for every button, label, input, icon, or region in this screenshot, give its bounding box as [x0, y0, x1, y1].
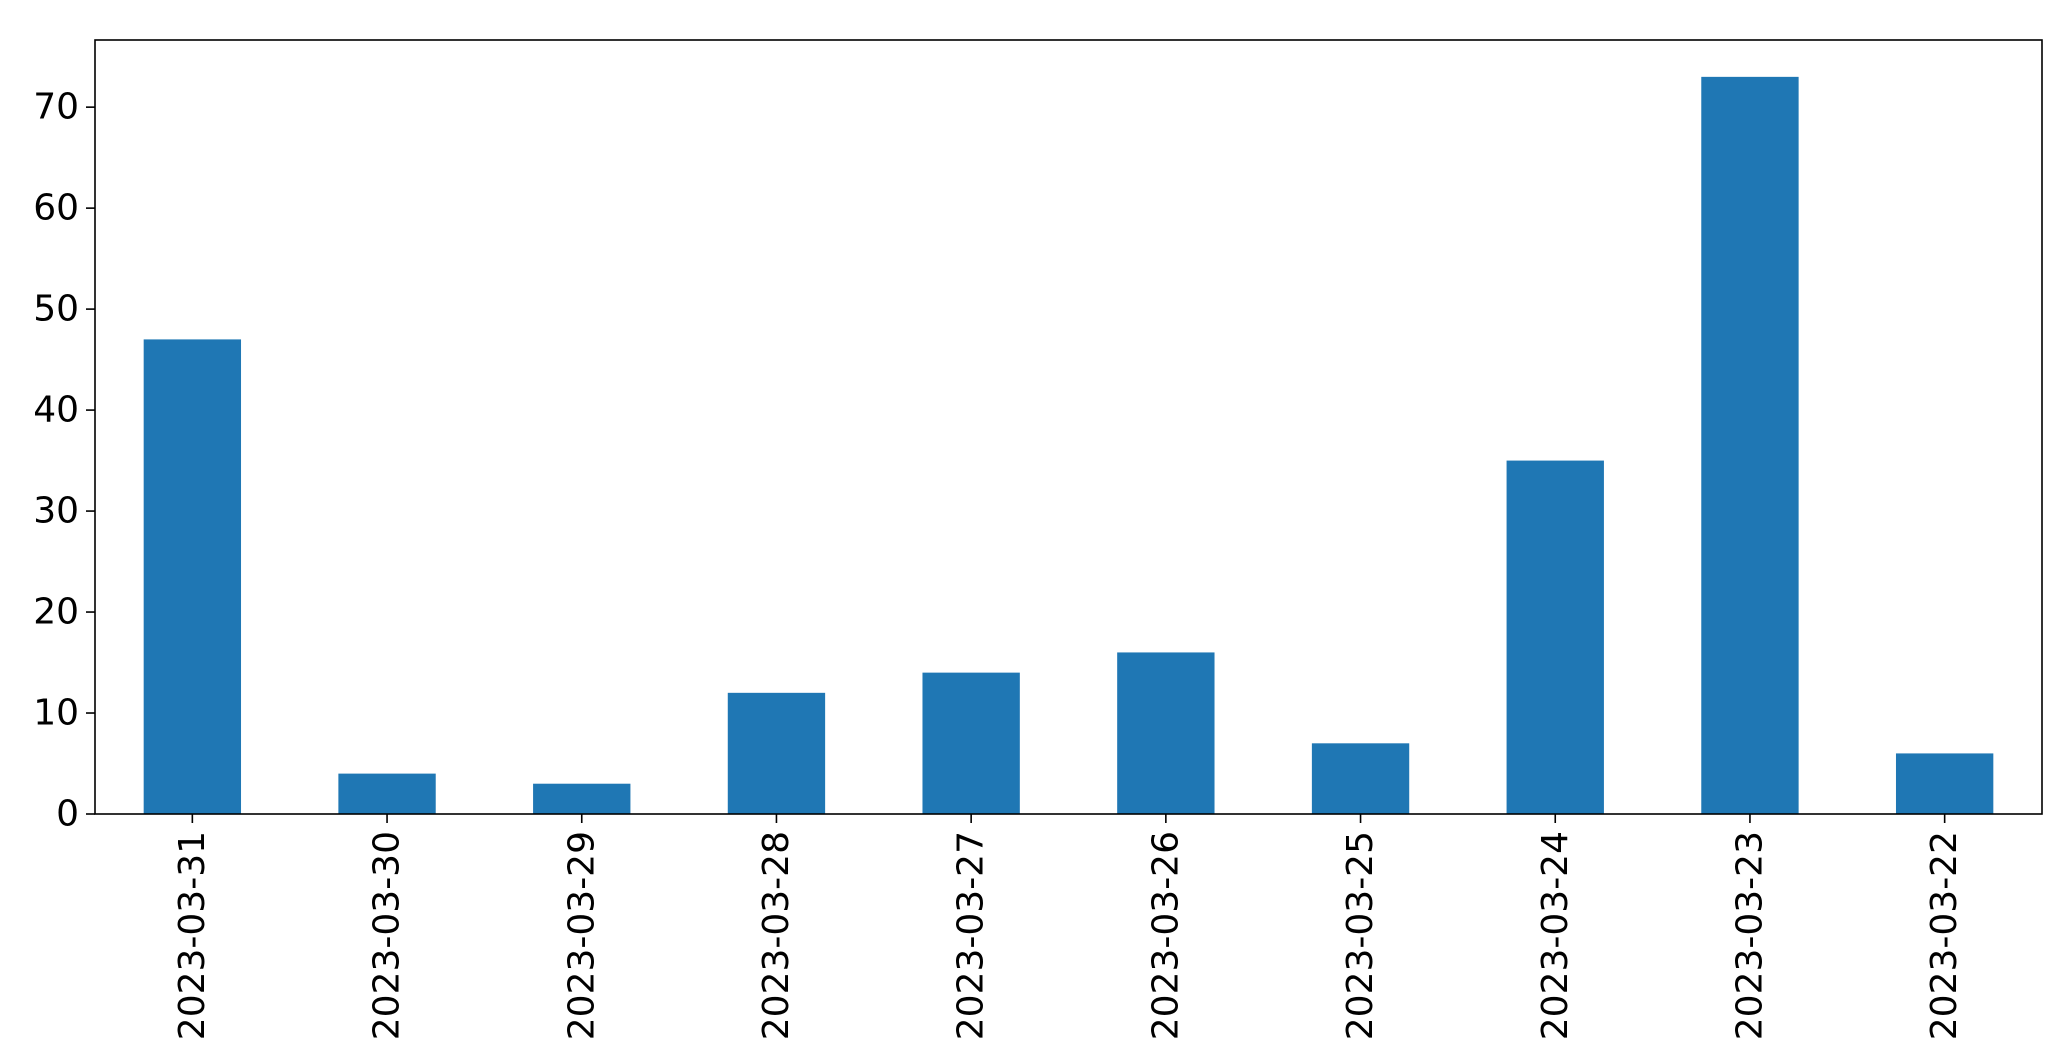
x-tick-label: 2023-03-27 [951, 831, 992, 1040]
x-axis: 2023-03-31 2023-03-30 2023-03-29 2023-03-28… [172, 814, 1965, 1040]
x-tick-label: 2023-03-26 [1145, 831, 1186, 1040]
bar-2023-03-27 [922, 672, 1020, 814]
y-tick-label: 50 [33, 289, 79, 330]
bar-2023-03-29 [533, 783, 631, 814]
bars-layer [143, 76, 1994, 815]
bar-2023-03-30 [338, 773, 436, 814]
y-tick-label: 10 [33, 693, 79, 734]
y-tick-label: 70 [33, 87, 79, 128]
x-tick-label: 2023-03-28 [756, 831, 797, 1040]
bar-2023-03-31 [143, 339, 242, 814]
bar-2023-03-25 [1311, 743, 1410, 814]
bar-2023-03-23 [1701, 76, 1799, 815]
y-tick-label: 30 [33, 491, 79, 532]
y-tick-label: 0 [56, 794, 79, 835]
bar-2023-03-22 [1895, 753, 1994, 814]
y-tick-label: 20 [33, 592, 79, 633]
plot-frame [94, 39, 2043, 815]
x-tick-label: 2023-03-23 [1729, 831, 1770, 1040]
y-tick-label: 40 [33, 390, 79, 431]
bar-2023-03-24 [1506, 460, 1604, 814]
y-tick-label: 60 [33, 188, 79, 229]
x-tick-label: 2023-03-31 [172, 831, 213, 1040]
x-tick-label: 2023-03-29 [561, 831, 602, 1040]
x-tick-label: 2023-03-25 [1340, 831, 1381, 1040]
bar-2023-03-28 [727, 692, 826, 814]
x-tick-label: 2023-03-22 [1924, 831, 1965, 1040]
x-tick-label: 2023-03-30 [367, 831, 408, 1040]
x-tick-label: 2023-03-24 [1535, 831, 1576, 1040]
bar-2023-03-26 [1117, 652, 1215, 814]
y-axis: 0 10 20 30 40 50 60 70 [33, 87, 95, 835]
